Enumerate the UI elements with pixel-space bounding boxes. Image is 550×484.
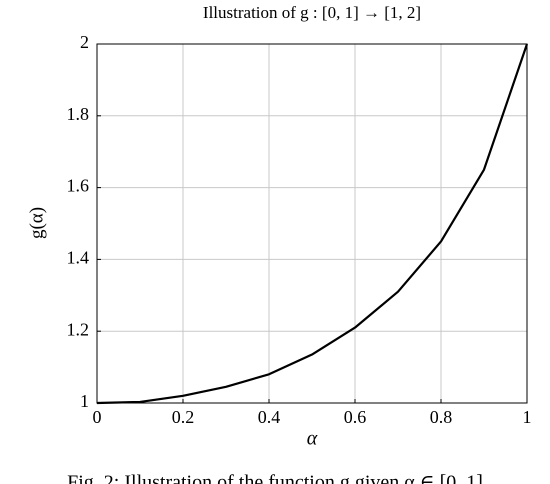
plot-frame [96, 43, 528, 404]
x-tick-label: 0.8 [430, 407, 453, 427]
x-tick-label: 0.2 [172, 407, 195, 427]
y-tick-label: 2 [80, 32, 89, 52]
data-line [96, 43, 529, 405]
chart-title: Illustration of g : [0, 1] → [1, 2] [203, 3, 421, 22]
caption: Fig. 2: Illustration of the function g g… [67, 472, 483, 484]
y-tick-label: 1 [80, 391, 89, 411]
y-tick-label: 1.6 [67, 176, 90, 196]
x-tick-label: 0 [93, 407, 102, 427]
y-tick-label: 1.4 [67, 248, 90, 268]
y-axis-label: g(α) [26, 207, 47, 239]
y-tick-label: 1.8 [67, 104, 90, 124]
x-axis-label: α [307, 428, 318, 450]
x-tick-label: 0.4 [258, 407, 281, 427]
y-tick-label: 1.2 [67, 319, 90, 339]
x-tick-label: 0.6 [344, 407, 367, 427]
x-tick-label: 1 [523, 407, 532, 427]
